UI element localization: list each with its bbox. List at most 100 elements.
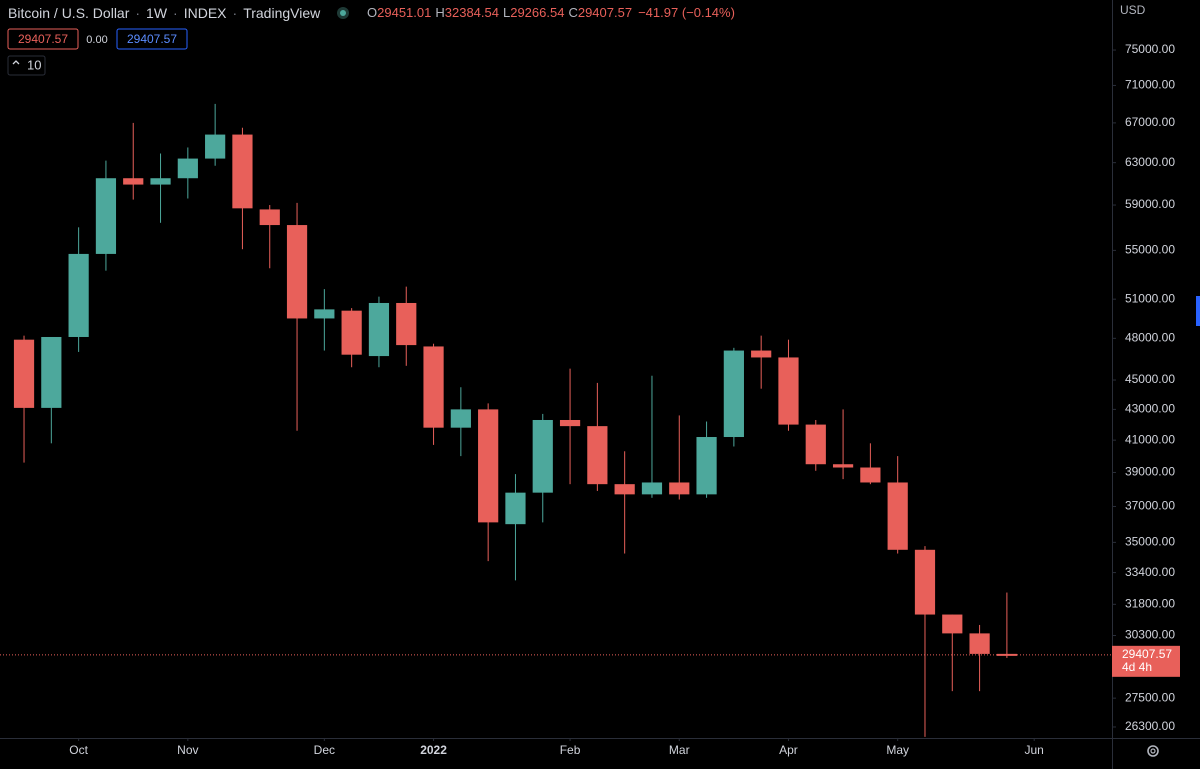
candle-body [669,482,690,495]
candle [314,289,335,351]
y-tick-label: 41000.00 [1125,432,1175,446]
candle-body [368,302,390,357]
x-tick-label: Apr [779,743,798,757]
x-tick-label: Nov [177,743,198,757]
candle [478,403,499,562]
settings-icon[interactable] [1147,745,1159,757]
y-tick-label: 63000.00 [1125,155,1175,169]
candle [368,296,390,368]
candle [805,419,826,471]
candle [641,375,663,498]
candle-body [123,178,144,185]
candle [914,546,936,737]
candle [614,451,635,554]
candle-body [68,253,89,337]
sell-price: 29407.57 [18,32,68,46]
candle [123,122,144,200]
x-tick-label: Dec [314,743,335,757]
x-tick-label: Mar [669,743,690,757]
candle-body [805,424,826,465]
indicator-toggle[interactable] [7,55,46,76]
ohlc-close: 29407.57 [578,5,632,20]
last-price-label: 29407.57 [1122,647,1172,661]
buy-box[interactable] [116,28,188,50]
candle-body [341,310,362,355]
x-tick-label: Jun [1025,743,1044,757]
y-tick-label: 45000.00 [1125,372,1175,386]
candle [286,202,308,431]
y-tick-label: 43000.00 [1125,402,1175,416]
candle-body [259,209,280,226]
candle [150,153,171,223]
candle-body [614,484,635,495]
candle [860,443,881,485]
gear-hub [1150,748,1156,754]
candle-body [505,492,526,525]
candle [41,336,62,444]
y-tick-label: 31800.00 [1125,596,1175,610]
candle-body [723,350,744,438]
y-tick-label: 75000.00 [1125,42,1175,56]
candle-body [478,409,499,523]
candle-body [587,426,608,485]
candle-body [641,482,663,495]
candle-body [969,633,990,654]
candle [205,103,226,166]
scroll-handle[interactable] [1196,296,1200,326]
candle-body [314,309,335,319]
candle-body [95,178,117,254]
candle-body [205,134,226,159]
countdown: 4d 4h [1122,660,1152,674]
candle [177,147,198,199]
y-tick-label: 27500.00 [1125,690,1175,704]
ohlc-values: O29451.01 H32384.54 L29266.54 C29407.57 −41.… [367,5,735,20]
y-tick-label: 26300.00 [1125,719,1175,733]
y-tick-label: 48000.00 [1125,331,1175,345]
candle-body [887,482,908,550]
y-tick-label: 55000.00 [1125,243,1175,257]
candle [942,614,963,692]
separator: · [233,5,238,21]
ohlc-low: 29266.54 [510,5,564,20]
x-tick-label: Feb [560,743,581,757]
ohlc-open: 29451.01 [377,5,431,20]
candle [68,227,89,352]
candle-body [559,419,581,427]
ohlc-letter: H [435,5,444,20]
market-status-dot [340,10,346,16]
candle [450,387,471,457]
last-price-tag [1112,645,1180,677]
candle [969,624,990,692]
spread: 0.00 [86,34,107,46]
candle-body [996,653,1017,656]
ohlc-letter: O [367,5,377,20]
gear [1147,745,1159,757]
sell-box[interactable] [7,28,79,50]
ohlc-letter: C [568,5,577,20]
candle-body [396,302,417,346]
y-tick-label: 39000.00 [1125,465,1175,479]
candle [232,127,253,250]
candle-body [41,336,62,408]
symbol-line: Bitcoin / U.S. Dollar · 1W · INDEX · TradingVi… [8,5,321,21]
currency: USD [1120,3,1146,17]
candle-body [751,350,772,358]
ohlc-high: 32384.54 [445,5,499,20]
indicator-length: 10 [27,57,41,72]
candle [751,335,772,389]
candle-body [150,178,171,185]
candle-body [942,614,963,634]
candle [396,286,417,366]
candle-body [532,419,553,493]
candle [723,347,744,447]
change: −41.97 (−0.14%) [638,5,735,20]
candle [95,160,117,271]
candle [423,343,444,445]
candle [832,409,854,480]
ohlc-letter: L [503,5,510,20]
y-tick-label: 67000.00 [1125,115,1175,129]
candle-body [914,549,936,615]
candle-body [450,409,471,428]
